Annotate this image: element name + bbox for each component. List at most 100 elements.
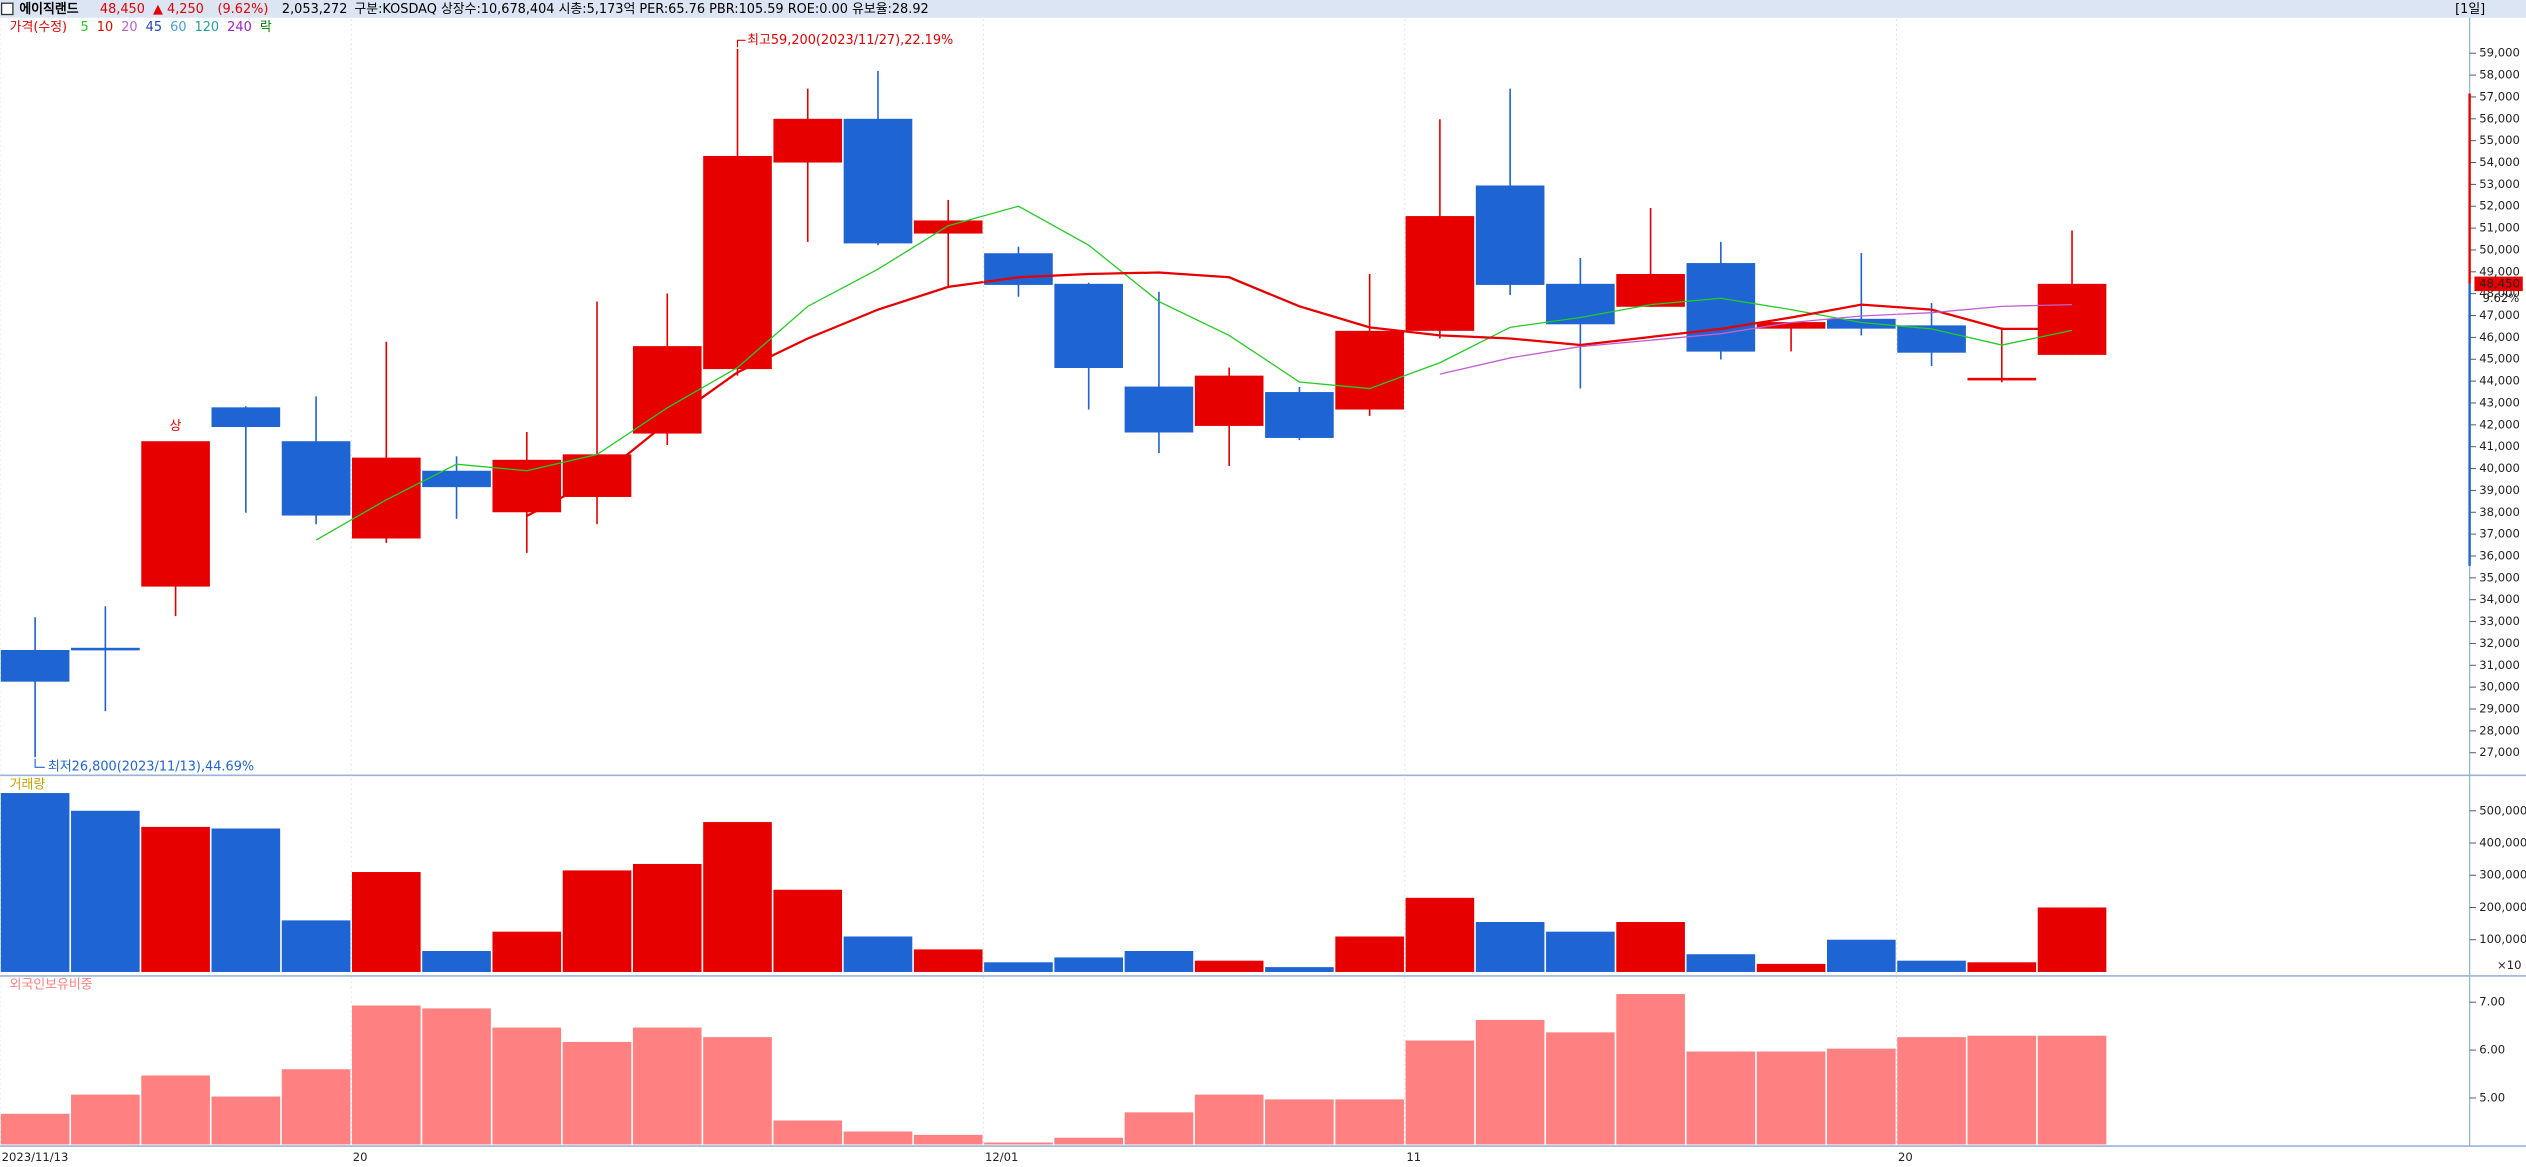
y-tick-label: 58,000 <box>2479 68 2520 82</box>
x-tick-label: 11 <box>1406 1150 1421 1164</box>
candle-body <box>211 407 281 428</box>
panel-title: 거래량 <box>10 777 46 792</box>
legend-entry: 20 <box>121 20 137 35</box>
y-tick-label: 38,000 <box>2479 505 2520 519</box>
volume-bar <box>1335 936 1404 972</box>
candle-body <box>1686 263 1756 352</box>
volume-bar <box>632 863 702 972</box>
annotation-bracket <box>736 39 746 48</box>
y-tick-label: 30,000 <box>2479 680 2520 694</box>
candle-body <box>2037 283 2107 355</box>
candle-body <box>281 441 351 516</box>
foreign-bar <box>632 1027 702 1145</box>
x-tick-label: 2023/11/13 <box>2 1150 69 1164</box>
foreign-bar <box>1335 1099 1404 1145</box>
candle-body <box>71 647 140 651</box>
volume-bar <box>984 962 1053 972</box>
y-tick-label: 33,000 <box>2479 614 2520 628</box>
unit-label: ×10 <box>2497 958 2521 972</box>
foreign-bar <box>422 1008 491 1145</box>
stock-info: 구분:KOSDAQ 상장수:10,678,404 시총:5,173억 PER:6… <box>354 2 928 17</box>
annotation-bracket <box>34 758 45 768</box>
candle-body <box>0 649 70 682</box>
volume-bar <box>281 920 351 972</box>
volume-bar <box>1124 951 1194 972</box>
legend-entry: 60 <box>170 20 186 35</box>
y-tick-label: 36,000 <box>2479 548 2520 562</box>
foreign-bar <box>351 1005 421 1145</box>
foreign-bar <box>913 1134 983 1145</box>
foreign-bar <box>562 1041 632 1145</box>
y-tick-label: 56,000 <box>2479 111 2520 125</box>
y-tick-label: 34,000 <box>2479 592 2520 606</box>
x-tick-label: 20 <box>1898 1150 1913 1164</box>
y-tick-label: 54,000 <box>2479 155 2520 169</box>
y-tick-label: 42,000 <box>2479 417 2520 431</box>
y-tick-label: 300,000 <box>2479 868 2526 882</box>
candle-body <box>1475 185 1545 285</box>
volume-bar <box>71 810 140 972</box>
checkbox[interactable] <box>0 2 14 16</box>
foreign-bar <box>1546 1032 1615 1145</box>
volume-bar <box>913 949 983 972</box>
volume-bar <box>1967 962 2037 972</box>
legend-entry: 45 <box>146 20 162 35</box>
legend-entry: 락 <box>260 20 272 35</box>
volume-bar <box>1405 897 1475 972</box>
x-tick-label: 20 <box>353 1150 368 1164</box>
y-tick-label: 28,000 <box>2479 723 2520 737</box>
y-tick-label: 39,000 <box>2479 483 2520 497</box>
candle-body <box>1124 386 1194 433</box>
header-bar <box>0 0 2526 18</box>
ma-line <box>1439 303 2073 375</box>
volume-bar <box>562 870 632 972</box>
foreign-bar <box>1054 1137 1124 1145</box>
y-tick-label: 41,000 <box>2479 439 2520 453</box>
foreign-bar <box>0 1113 70 1145</box>
y-tick-label: 500,000 <box>2479 803 2526 817</box>
foreign-bar <box>773 1120 843 1145</box>
foreign-bar <box>71 1094 140 1145</box>
foreign-bar <box>703 1037 772 1145</box>
volume-bar <box>492 931 562 972</box>
y-tick-label: 32,000 <box>2479 636 2520 650</box>
foreign-bar <box>1194 1094 1264 1145</box>
foreign-bar <box>1827 1048 1896 1145</box>
candle-body <box>632 346 702 434</box>
candle-body <box>1054 283 1124 368</box>
volume-bar <box>1616 921 1685 972</box>
candle-body <box>843 118 913 244</box>
foreign-bar <box>1897 1037 1966 1145</box>
volume-bar <box>773 889 843 972</box>
y-tick-label: 43,000 <box>2479 395 2520 409</box>
foreign-bar <box>492 1027 562 1145</box>
candle-body <box>351 457 421 539</box>
panel-title: 가격(수정) <box>10 20 67 35</box>
y-tick-label: 31,000 <box>2479 658 2520 672</box>
y-tick-label: 45,000 <box>2479 352 2520 366</box>
foreign-bar <box>141 1075 210 1145</box>
volume-bar <box>141 826 210 972</box>
foreign-bar <box>1967 1035 2037 1145</box>
foreign-bar <box>1616 994 1685 1145</box>
stock-name: 에이직랜드 <box>19 1 78 17</box>
legend-entry: 5 <box>81 20 89 35</box>
legend-entry: 10 <box>97 20 113 35</box>
candle-body <box>141 441 210 587</box>
annotation: 최고59,200(2023/11/27),22.19% <box>747 33 953 48</box>
legend-entry: 120 <box>195 20 220 35</box>
period[interactable]: [1일] <box>2455 2 2485 17</box>
candle-body <box>703 155 772 370</box>
candle-body <box>1967 377 2037 381</box>
volume-bar <box>1194 960 1264 972</box>
volume-bar <box>703 822 772 972</box>
y-tick-label: 100,000 <box>2479 932 2526 946</box>
foreign-bar <box>843 1131 913 1145</box>
y-tick-label: 400,000 <box>2479 836 2526 850</box>
foreign-bar <box>2037 1035 2107 1145</box>
y-tick-label: 53,000 <box>2479 177 2520 191</box>
annotation: 상 <box>170 419 182 434</box>
volume-bar <box>1054 957 1124 972</box>
ma-line <box>526 271 2073 517</box>
